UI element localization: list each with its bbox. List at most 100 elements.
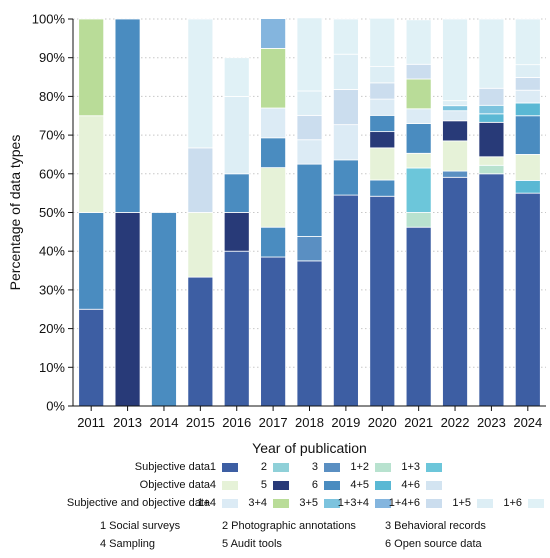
bar-segment [442, 105, 468, 112]
bar-segment [405, 123, 432, 154]
x-tick-label: 2023 [477, 415, 506, 430]
bar-segment [442, 120, 468, 142]
bar-segment [405, 226, 432, 407]
bar-segment [332, 89, 359, 126]
bar-segment [478, 121, 505, 158]
bar-segment [296, 17, 323, 92]
x-tick-label: 2024 [513, 415, 542, 430]
bar-segment [260, 167, 287, 228]
bar-segment [478, 87, 505, 106]
bar-segment [332, 194, 359, 407]
bar-segment [369, 114, 396, 133]
bar-segment [442, 110, 468, 122]
bar-segment [405, 78, 432, 110]
bar-segment [369, 98, 396, 116]
y-tick-label: 50% [39, 205, 65, 220]
bar-segment [223, 57, 250, 97]
x-tick-label: 2020 [368, 415, 397, 430]
bar-segment [514, 89, 541, 104]
bar-segment [296, 114, 323, 141]
x-tick-label: 2016 [222, 415, 251, 430]
bar-segment [478, 113, 505, 123]
bar-segment [514, 154, 541, 181]
x-tick-label: 2017 [259, 415, 288, 430]
y-tick-label: 60% [39, 166, 65, 181]
bar-segment [442, 140, 468, 172]
bar-segment [369, 195, 396, 407]
bar-segment [114, 212, 141, 407]
bar-segment [442, 18, 468, 102]
bar-segment [223, 173, 250, 213]
bar-segment [260, 226, 287, 258]
bar-segment [369, 131, 396, 149]
bar-segment [223, 96, 250, 175]
y-tick-label: 30% [39, 282, 65, 297]
bar-segment [151, 212, 177, 407]
bar-segment [442, 176, 468, 407]
bar-segment [223, 212, 250, 252]
y-tick-label: 80% [39, 89, 65, 104]
bar-segment [514, 18, 541, 66]
bar-segment [405, 152, 432, 169]
bar-segment [260, 48, 287, 109]
bar-segment [514, 77, 541, 91]
bar-segment [187, 18, 214, 149]
bar-segment [332, 53, 359, 90]
y-tick-label: 70% [39, 128, 65, 143]
bar-segment [332, 18, 359, 55]
bar-segment [260, 256, 287, 407]
x-tick-label: 2013 [113, 415, 142, 430]
bar-segment [514, 115, 541, 155]
bar-segment [296, 163, 323, 237]
y-tick-label: 0% [46, 399, 65, 414]
y-axis-label: Percentage of data types [7, 135, 23, 291]
bar-segment [332, 124, 359, 161]
bar-segment [514, 192, 541, 407]
bar-segment [442, 100, 468, 107]
y-tick-label: 90% [39, 50, 65, 65]
x-tick-label: 2014 [150, 415, 179, 430]
bar-segment [514, 179, 541, 194]
bar-segment [78, 212, 105, 310]
bar-segment [405, 19, 432, 65]
bar-segment [114, 18, 141, 213]
bar-segment [514, 64, 541, 78]
bar-segment [332, 159, 359, 196]
bar-segment [514, 102, 541, 117]
bar-segment [78, 115, 105, 213]
bar-segment [369, 82, 396, 100]
bar-segment [405, 212, 432, 228]
bar-segment [260, 137, 287, 169]
bar-segment [478, 164, 505, 175]
bar-segment [369, 147, 396, 181]
bar-segment [369, 179, 396, 197]
bar-segment [478, 156, 505, 166]
bar-segment [260, 18, 287, 49]
y-tick-label: 100% [32, 12, 66, 27]
x-axis-label: Year of publication [252, 440, 367, 456]
bar-segment [369, 17, 396, 68]
x-tick-label: 2011 [77, 415, 105, 430]
y-tick-label: 20% [39, 321, 65, 336]
x-tick-label: 2018 [295, 415, 324, 430]
bar-segment [478, 104, 505, 115]
bar-segment [478, 173, 505, 407]
bar-segment [296, 139, 323, 165]
bar-segment [187, 212, 214, 278]
bar-segment [78, 308, 105, 407]
bar-segment [187, 147, 214, 213]
bar-segment [223, 250, 250, 407]
bar-segment [405, 63, 432, 80]
bar-segment [78, 18, 105, 117]
y-tick-label: 10% [39, 360, 65, 375]
y-tick-label: 40% [39, 244, 65, 259]
bar-segment [187, 276, 214, 407]
bar-segment [296, 236, 323, 262]
bar-segment [442, 170, 468, 178]
bar-segment [405, 108, 432, 124]
x-tick-label: 2021 [404, 415, 433, 430]
x-tick-label: 2015 [186, 415, 215, 430]
bar-segment [296, 260, 323, 407]
bar-segment [478, 18, 505, 89]
